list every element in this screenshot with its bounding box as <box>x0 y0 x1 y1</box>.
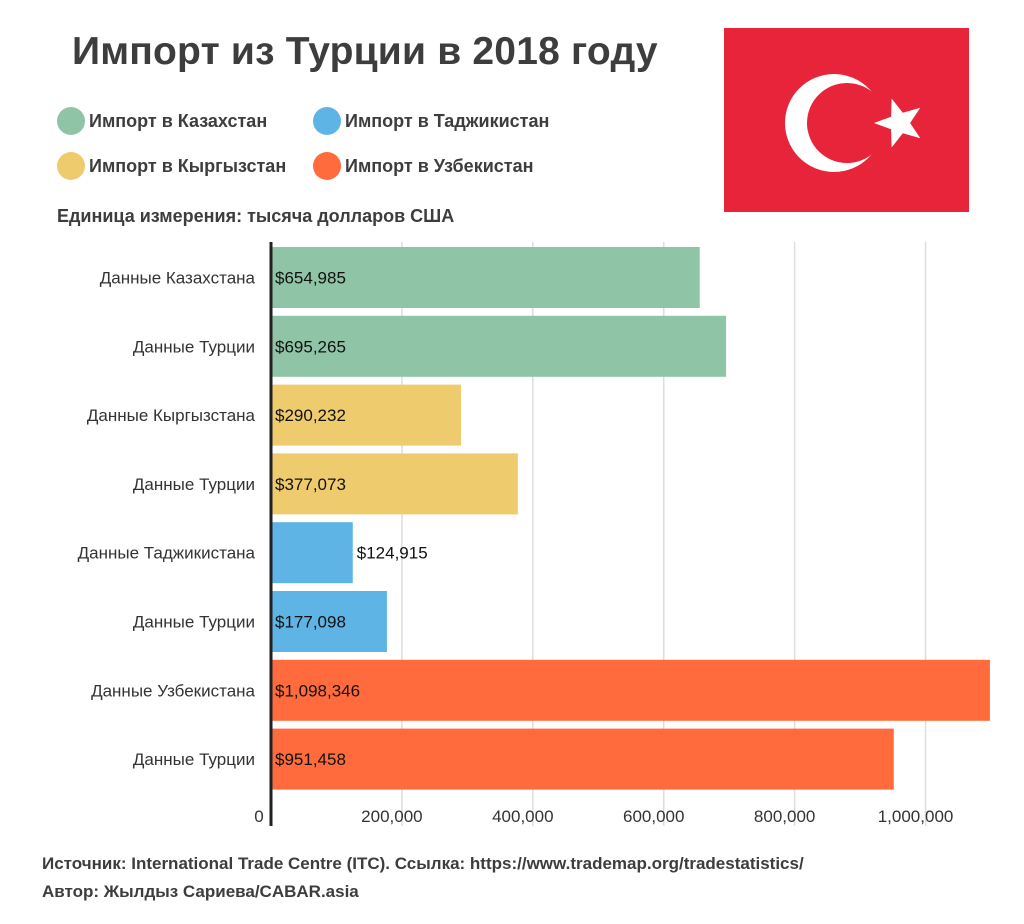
unit-label: Единица измерения: тысяча долларов США <box>57 206 455 226</box>
x-tick-label: 1,000,000 <box>878 807 954 826</box>
turkey-flag <box>724 28 969 212</box>
bar <box>271 384 461 446</box>
category-label: Данные Турции <box>133 750 255 769</box>
bar-value-label: $290,232 <box>275 406 346 425</box>
bar <box>271 728 894 790</box>
bar <box>271 247 700 308</box>
legend-label-uzbekistan: Импорт в Узбекистан <box>345 155 534 176</box>
x-tick-label: 600,000 <box>623 807 684 826</box>
bar-value-label: $124,915 <box>357 544 428 563</box>
legend-item-uzbekistan: Импорт в Узбекистан <box>313 152 533 180</box>
bar-value-label: $951,458 <box>275 750 346 769</box>
x-tick-label: 800,000 <box>754 807 815 826</box>
category-label: Данные Узбекистана <box>91 681 255 700</box>
legend-label-kazakhstan: Импорт в Казахстан <box>89 110 268 131</box>
legend-label-kyrgyzstan: Импорт в Кыргызстан <box>89 155 287 176</box>
x-tick-label: 400,000 <box>492 807 553 826</box>
bar <box>271 591 387 652</box>
category-label: Данные Таджикистана <box>78 544 256 563</box>
x-tick-label: 0 <box>254 807 263 826</box>
category-label: Данные Казахстана <box>100 269 256 288</box>
author-line: Автор: Жылдыз Сариева/CABAR.asia <box>42 882 359 901</box>
bar <box>271 522 353 584</box>
bar-value-label: $177,098 <box>275 613 346 632</box>
source-block: Источник: International Trade Centre (IT… <box>42 850 804 906</box>
chart-title: Импорт из Турции в 2018 году <box>72 30 658 73</box>
legend-swatch-kazakhstan <box>57 107 85 135</box>
legend-item-tajikistan: Импорт в Таджикистан <box>313 107 549 135</box>
category-label: Данные Турции <box>133 337 255 356</box>
category-label: Данные Кыргызстана <box>87 406 256 425</box>
legend-swatch-tajikistan <box>313 107 341 135</box>
bar-value-label: $1,098,346 <box>275 681 360 700</box>
bar <box>271 315 727 377</box>
bar <box>271 659 990 721</box>
category-label: Данные Турции <box>133 475 255 494</box>
x-tick-label: 200,000 <box>361 807 422 826</box>
legend-label-tajikistan: Импорт в Таджикистан <box>345 110 550 131</box>
bar-value-label: $695,265 <box>275 337 346 356</box>
category-label: Данные Турции <box>133 613 255 632</box>
legend-swatch-uzbekistan <box>313 152 341 180</box>
bar-value-label: $377,073 <box>275 475 346 494</box>
source-line: Источник: International Trade Centre (IT… <box>42 854 804 873</box>
bar <box>271 453 518 515</box>
legend-item-kyrgyzstan: Импорт в Кыргызстан <box>57 152 286 180</box>
legend-swatch-kyrgyzstan <box>57 152 85 180</box>
flag-crescent-inner <box>807 83 887 163</box>
bar-value-label: $654,985 <box>275 269 346 288</box>
flag-star <box>874 98 921 148</box>
legend-item-kazakhstan: Импорт в Казахстан <box>57 107 267 135</box>
